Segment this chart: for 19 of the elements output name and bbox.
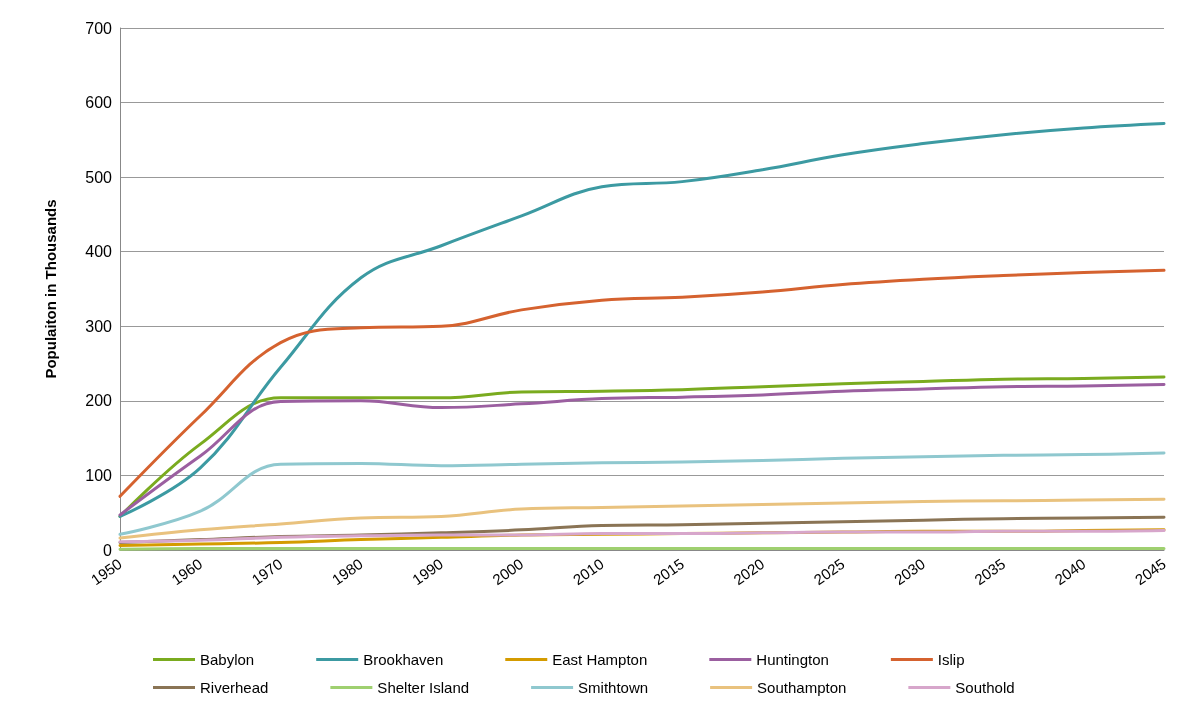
legend-label: Huntington — [756, 651, 829, 668]
y-tick-label: 0 — [103, 541, 113, 559]
legend-label: Riverhead — [200, 679, 269, 696]
legend-label: Islip — [937, 651, 965, 668]
legend-label: Shelter Island — [377, 679, 470, 696]
legend-label: Smithtown — [578, 679, 649, 696]
y-tick-label: 200 — [85, 392, 113, 410]
legend-label: Babylon — [200, 651, 255, 668]
legend-label: Southampton — [757, 679, 847, 696]
legend-label: East Hampton — [552, 651, 648, 668]
y-tick-label: 100 — [85, 466, 113, 484]
y-tick-label: 300 — [85, 317, 113, 335]
y-axis-title: Populaiton in Thousands — [42, 199, 59, 379]
y-tick-label: 400 — [85, 243, 113, 261]
y-tick-label: 500 — [85, 168, 113, 186]
legend-label: Brookhaven — [363, 651, 444, 668]
y-tick-label: 600 — [85, 94, 113, 112]
legend-label: Southold — [955, 679, 1015, 696]
y-tick-label: 700 — [85, 19, 113, 37]
